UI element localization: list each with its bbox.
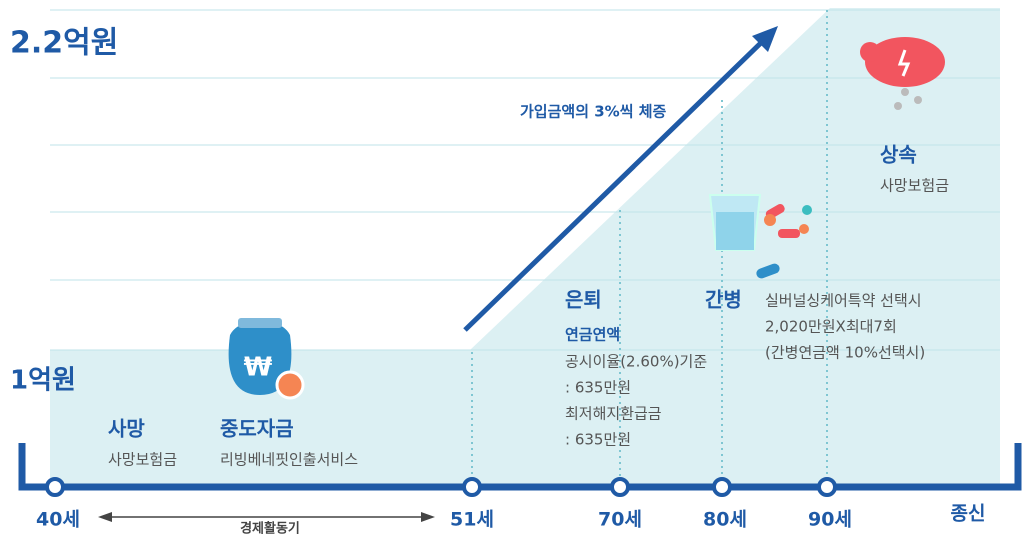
stage-title: 상속 [880, 143, 917, 167]
period-label: 경제활동기 [240, 521, 300, 536]
age-label: 80세 [703, 509, 747, 531]
stage-desc: 사망보험금 [108, 451, 177, 469]
stage-line: 2,020만원X최대7회 [765, 318, 897, 336]
infographic: ₩ 2.2억원 1억원 가입금액의 3%씩 체증 사망 사망보험금 중도자금 리… [0, 0, 1035, 536]
stage-desc: 리빙베네핏인출서비스 [220, 451, 358, 469]
stage-line: 최저해지환급금 [565, 405, 662, 423]
stage-line: 공시이율(2.60%)기준 [565, 353, 707, 371]
stage-line: 실버널싱케어특약 선택시 [765, 292, 922, 310]
stage-desc: 사망보험금 [880, 177, 949, 195]
increase-note: 가입금액의 3%씩 체증 [520, 103, 667, 121]
level-base: 1억원 [10, 366, 76, 396]
stage-title: 간병 [705, 288, 742, 312]
age-label: 종신 [951, 503, 986, 525]
age-label: 51세 [450, 509, 494, 531]
stage-line: (간병연금액 10%선택시) [765, 344, 925, 362]
age-label: 40세 [36, 509, 80, 531]
stage-title: 중도자금 [220, 417, 294, 441]
stage-line: : 635만원 [565, 379, 631, 397]
stage-title: 은퇴 [565, 288, 602, 312]
stage-subtitle: 연금연액 [565, 326, 620, 344]
svg-text:₩: ₩ [244, 353, 273, 383]
background [50, 8, 1000, 484]
stage-title: 사망 [108, 417, 145, 441]
age-label: 70세 [598, 509, 642, 531]
age-label: 90세 [808, 509, 852, 531]
stage-line: : 635만원 [565, 431, 631, 449]
level-top: 2.2억원 [10, 26, 118, 61]
